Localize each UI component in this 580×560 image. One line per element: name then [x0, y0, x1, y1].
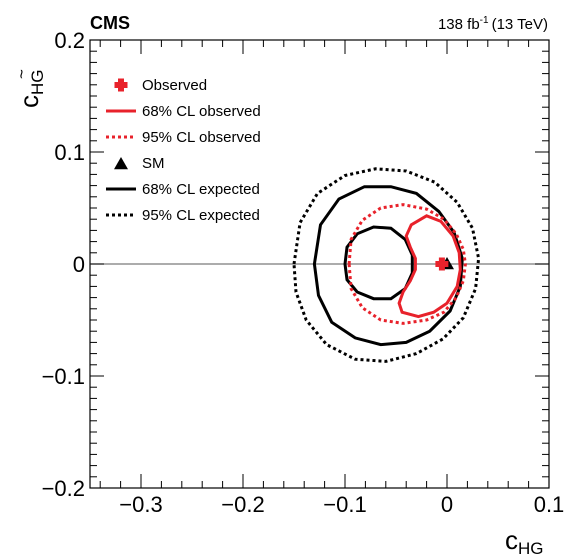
- legend-label: 95% CL expected: [142, 207, 260, 224]
- legend-item-exp95: 95% CL expected: [106, 207, 260, 224]
- x-tick-label: 0: [441, 492, 453, 517]
- x-axis-title: cHG: [505, 525, 544, 558]
- contour-expected-68-inner: [343, 225, 414, 301]
- cms-label: CMS: [90, 13, 130, 33]
- legend-label: SM: [142, 155, 165, 172]
- x-tick-label: 0.1: [534, 492, 565, 517]
- legend-label: 68% CL observed: [142, 103, 261, 120]
- legend-label: 95% CL observed: [142, 129, 261, 146]
- y-axis-title-tilde: ~: [12, 69, 31, 79]
- luminosity-exponent: -1: [480, 15, 489, 26]
- contour-observed-68: [397, 214, 462, 319]
- luminosity-value: 138 fb: [438, 16, 480, 33]
- contour-expected-95: [292, 167, 481, 363]
- luminosity-energy: (13 TeV): [492, 16, 548, 33]
- x-tick-label: −0.1: [323, 492, 366, 517]
- y-tick-label: 0: [73, 252, 85, 277]
- y-tick-label: −0.1: [42, 364, 85, 389]
- luminosity-label: 138 fb-1 (13 TeV): [438, 15, 548, 33]
- x-axis-title-sub: HG: [518, 539, 544, 558]
- legend-item-observed_point: Observed: [114, 77, 207, 94]
- y-axis-title: cHG ~: [12, 69, 47, 108]
- legend-symbol-sm: [114, 157, 128, 170]
- legend-symbol-observed: [114, 78, 128, 92]
- observed-marker: [435, 257, 449, 271]
- legend-label: Observed: [142, 77, 207, 94]
- legend: Observed 68% CL observed 95% CL observed SM…: [106, 77, 261, 224]
- legend-item-obs68: 68% CL observed: [106, 103, 261, 120]
- plot-area: −0.3 −0.2 −0.1 0 0.1 −0.2 −0.1 0 0.1 0.2: [42, 28, 565, 517]
- contour-observed-95: [347, 203, 467, 325]
- x-axis-title-main: c: [505, 525, 518, 555]
- svg-text:cHG: cHG: [14, 70, 47, 109]
- legend-item-obs95: 95% CL observed: [106, 129, 261, 146]
- legend-item-sm: SM: [114, 155, 165, 172]
- y-tick-label: −0.2: [42, 476, 85, 501]
- y-axis-title-sub: HG: [28, 70, 47, 96]
- x-tick-label: −0.3: [119, 492, 162, 517]
- y-tick-label: 0.1: [54, 140, 85, 165]
- x-tick-label: −0.2: [221, 492, 264, 517]
- y-axis-title-main: c: [14, 95, 44, 108]
- y-tick-label: 0.2: [54, 28, 85, 53]
- legend-label: 68% CL expected: [142, 181, 260, 198]
- legend-item-exp68: 68% CL expected: [106, 181, 260, 198]
